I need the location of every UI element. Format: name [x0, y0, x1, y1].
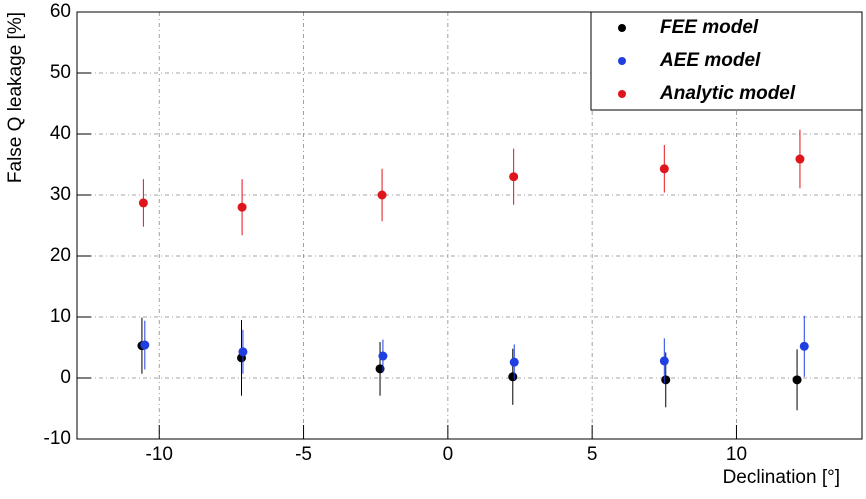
data-point — [509, 172, 519, 182]
x-tick-label: -10 — [146, 444, 173, 465]
legend-marker — [618, 24, 626, 32]
x-tick-label: -5 — [295, 444, 312, 465]
y-tick-label: 10 — [50, 306, 71, 327]
y-axis-title: False Q leakage [%] — [5, 12, 26, 183]
data-point — [799, 341, 809, 351]
data-point — [238, 347, 248, 357]
legend-marker — [618, 90, 626, 98]
legend-label: FEE model — [660, 17, 759, 38]
data-point — [138, 198, 148, 208]
plot-frame — [76, 11, 863, 440]
legend-box — [590, 11, 863, 111]
x-tick-label: 0 — [443, 444, 454, 465]
data-point — [375, 364, 385, 374]
data-point — [377, 190, 387, 200]
y-tick-label: 30 — [50, 184, 71, 205]
y-tick-label: 20 — [50, 245, 71, 266]
legend-label: AEE model — [659, 50, 761, 71]
data-point — [140, 340, 150, 350]
y-tick-label: 60 — [50, 1, 71, 22]
x-tick-label: 10 — [726, 444, 747, 465]
x-axis-title: Declination [°] — [723, 467, 840, 488]
legend-marker — [618, 57, 626, 65]
data-point — [795, 154, 805, 164]
x-tick-label: 5 — [587, 444, 598, 465]
y-tick-label: -10 — [44, 428, 71, 449]
data-point — [792, 375, 802, 385]
data-point — [659, 164, 669, 174]
data-point — [659, 356, 669, 366]
data-point — [509, 357, 519, 367]
data-point — [237, 202, 247, 212]
y-tick-label: 40 — [50, 123, 71, 144]
data-point — [508, 372, 518, 382]
data-point — [378, 351, 388, 361]
y-tick-label: 0 — [60, 367, 71, 388]
data-point — [661, 375, 671, 385]
y-tick-label: 50 — [50, 62, 71, 83]
legend-label: Analytic model — [659, 83, 796, 104]
